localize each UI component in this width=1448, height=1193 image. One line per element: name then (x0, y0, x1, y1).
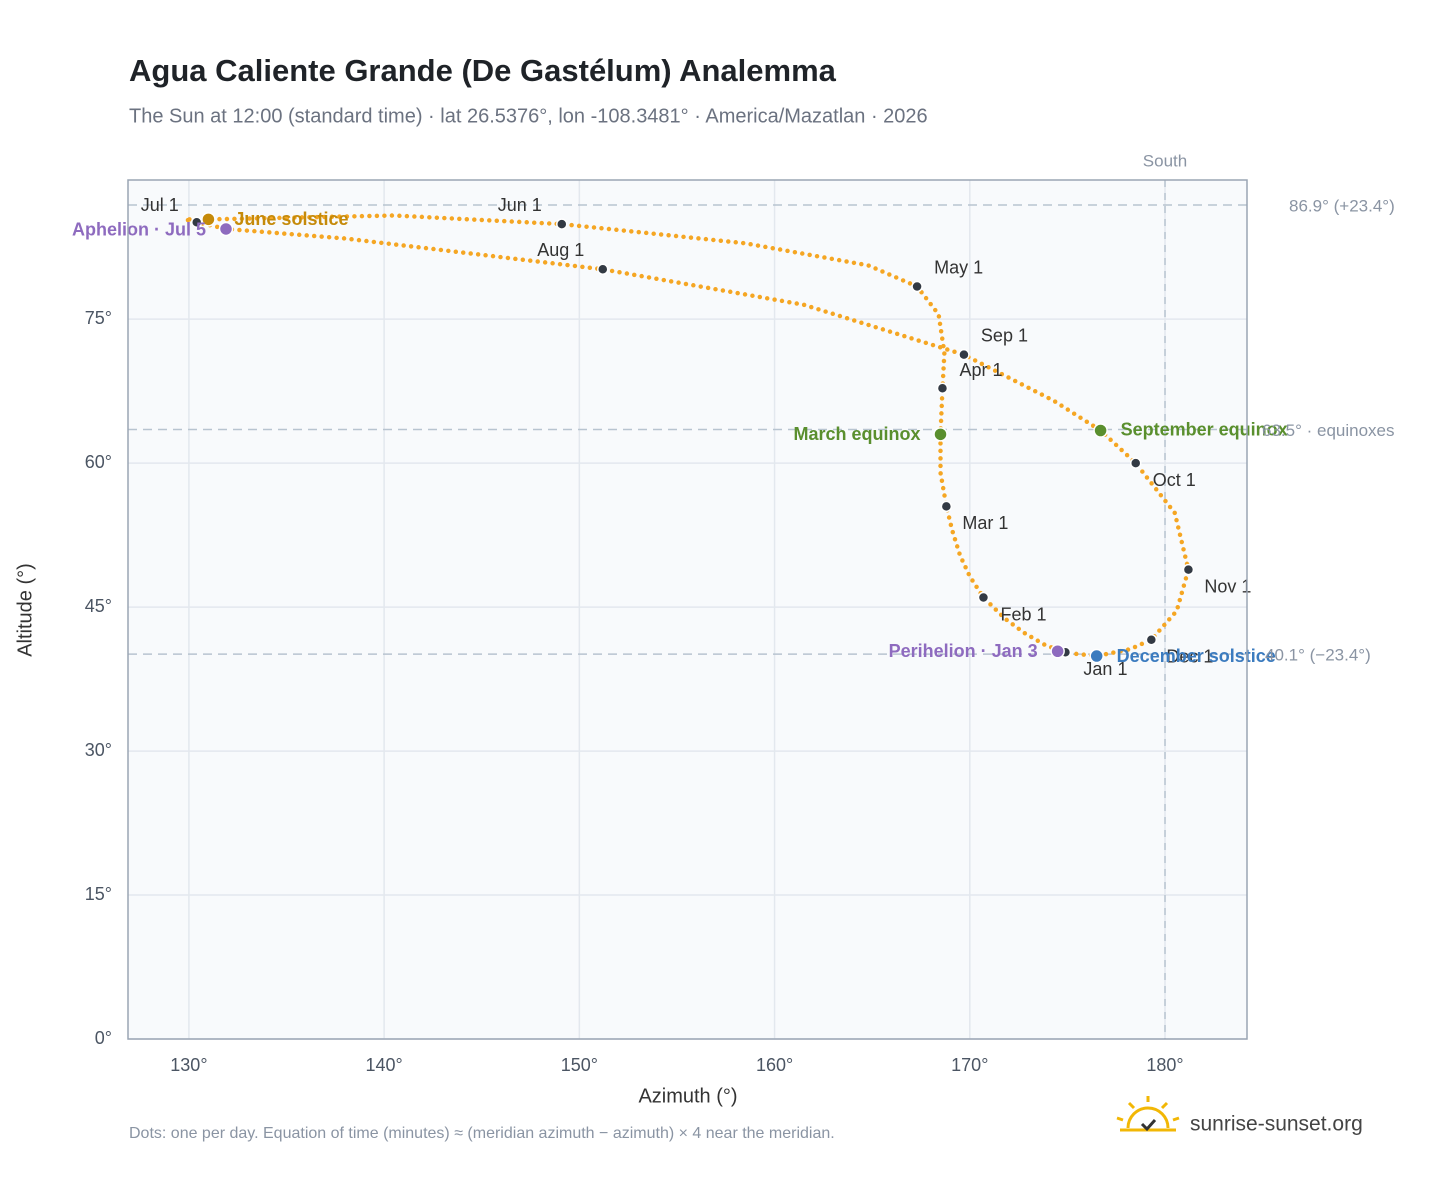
month-point (977, 591, 990, 604)
y-tick-label: 0° (95, 1028, 112, 1048)
plot-border (127, 179, 1248, 1040)
x-tick-label: 180° (1146, 1055, 1183, 1075)
month-label: Jun 1 (498, 195, 542, 215)
event-label: Perihelion · Jan 3 (889, 641, 1038, 661)
month-point (1145, 633, 1158, 646)
reference-label: 40.1° (−23.4°) (1265, 646, 1371, 665)
event-point (218, 221, 234, 237)
month-label: Sep 1 (981, 325, 1028, 345)
reference-label: 86.9° (+23.4°) (1289, 196, 1395, 215)
event-point (933, 427, 948, 442)
event-point (201, 212, 216, 227)
event-label: December solstice (1117, 646, 1276, 666)
month-label: Jan 1 (1083, 659, 1127, 679)
month-point (958, 348, 970, 361)
month-point (597, 263, 609, 276)
meridian-label: South (1143, 151, 1187, 170)
x-axis-label: Azimuth (°) (638, 1085, 737, 1107)
event-label: March equinox (793, 424, 920, 444)
month-point (936, 382, 949, 395)
y-tick-label: 30° (85, 740, 112, 760)
chart-title: Agua Caliente Grande (De Gastélum) Anale… (129, 53, 837, 88)
x-tick-label: 170° (951, 1055, 988, 1075)
y-tick-label: 45° (85, 596, 112, 616)
x-tick-label: 150° (561, 1055, 598, 1075)
month-point (940, 500, 953, 513)
event-point (1093, 423, 1108, 438)
y-tick-label: 60° (85, 452, 112, 472)
brand: sunrise-sunset.org (1190, 1113, 1363, 1136)
event-label: June solstice (234, 209, 348, 229)
reference-label: 63.5° · equinoxes (1262, 421, 1395, 440)
month-label: Feb 1 (1000, 604, 1046, 624)
chart-subtitle: The Sun at 12:00 (standard time) · lat 2… (129, 105, 928, 127)
event-label: September equinox (1121, 419, 1288, 439)
month-label: May 1 (934, 257, 983, 277)
month-point (911, 280, 923, 293)
month-label: Aug 1 (537, 240, 584, 260)
month-label: Mar 1 (962, 513, 1008, 533)
month-label: Apr 1 (959, 360, 1002, 380)
month-point (190, 216, 203, 228)
event-label: Aphelion · Jul 5 (72, 220, 206, 240)
event-point (1050, 644, 1065, 659)
month-label: Dec 1 (1166, 646, 1213, 666)
month-point (556, 218, 568, 230)
event-point (1089, 648, 1104, 664)
x-tick-label: 130° (170, 1055, 207, 1075)
month-point (1182, 563, 1195, 576)
logo-icon (1116, 1096, 1180, 1132)
month-label: Jul 1 (141, 195, 179, 215)
y-axis-label: Altitude (°) (14, 563, 36, 657)
daily-dots (184, 213, 1191, 659)
plot-area (128, 180, 1247, 1039)
y-tick-label: 75° (85, 308, 112, 328)
month-point (1129, 457, 1142, 469)
plot-layer: Jan 1 Feb 1 Mar 1 Apr 1 May 1 Jun 1 Jul 1 Aug 1… (72, 180, 1288, 1040)
month-label: Nov 1 (1204, 576, 1251, 596)
footnote: Dots: one per day. Equation of time (min… (129, 1125, 835, 1142)
month-label: Oct 1 (1153, 470, 1196, 490)
x-tick-label: 160° (756, 1055, 793, 1075)
y-tick-label: 15° (85, 884, 112, 904)
x-tick-label: 140° (366, 1055, 403, 1075)
